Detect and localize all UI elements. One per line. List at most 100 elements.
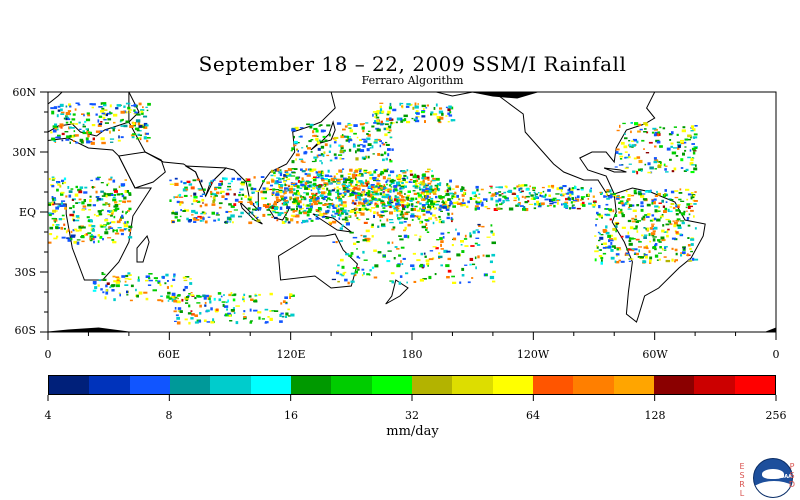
rain-speck — [327, 193, 332, 196]
rain-speck — [304, 173, 308, 176]
rain-speck — [298, 211, 303, 215]
rain-speck — [312, 178, 317, 182]
rain-speck — [686, 217, 689, 221]
rain-speck — [284, 301, 288, 304]
rain-speck — [444, 190, 447, 193]
rain-speck — [675, 205, 678, 208]
rain-speck — [310, 139, 314, 141]
rain-speck — [430, 200, 433, 204]
rain-speck — [587, 193, 590, 197]
rain-speck — [388, 184, 392, 187]
rain-speck — [664, 207, 668, 211]
rain-speck — [490, 231, 493, 234]
rain-speck — [220, 190, 225, 193]
rain-speck — [385, 143, 390, 146]
rain-speck — [173, 275, 176, 278]
rain-speck — [355, 177, 357, 181]
rain-speck — [656, 140, 661, 144]
rain-speck — [624, 156, 629, 159]
rain-speck — [389, 198, 393, 202]
rain-speck — [640, 208, 644, 212]
rain-speck — [290, 197, 293, 200]
rain-speck — [424, 191, 428, 193]
rain-speck — [333, 175, 336, 178]
rain-speck — [369, 200, 374, 202]
rain-speck — [173, 299, 178, 303]
rain-speck — [360, 234, 363, 237]
rain-speck — [649, 227, 653, 230]
rain-speck — [374, 116, 377, 118]
rain-speck — [690, 237, 694, 240]
rain-speck — [350, 181, 354, 184]
rain-speck — [403, 229, 406, 232]
rain-speck — [121, 214, 124, 218]
rain-speck — [136, 129, 140, 132]
rain-speck — [333, 153, 337, 156]
rain-speck — [152, 289, 157, 292]
rain-speck — [426, 227, 428, 229]
rain-speck — [331, 278, 336, 281]
rain-speck — [90, 179, 93, 182]
rain-speck — [415, 185, 418, 187]
rain-speck — [93, 240, 95, 244]
rain-speck — [624, 133, 626, 135]
rain-speck — [349, 168, 353, 172]
rain-speck — [649, 256, 653, 260]
rain-speck — [694, 191, 697, 193]
rain-speck — [458, 198, 461, 201]
rain-speck — [396, 178, 401, 180]
rain-speck — [651, 201, 654, 205]
colorbar-swatch-12 — [532, 376, 574, 394]
rain-speck — [289, 187, 294, 191]
rain-speck — [208, 297, 211, 301]
rain-speck — [406, 202, 409, 205]
rain-speck — [653, 128, 658, 131]
rain-speck — [350, 185, 355, 188]
rain-speck — [114, 190, 118, 193]
rain-speck — [72, 229, 75, 232]
rain-speck — [362, 207, 367, 210]
rain-speck — [684, 149, 687, 152]
rain-speck — [351, 173, 356, 177]
rain-speck — [430, 113, 433, 116]
rain-speck — [347, 176, 351, 179]
rain-speck — [217, 218, 220, 221]
rain-speck — [625, 235, 630, 239]
rain-speck — [436, 239, 440, 241]
rain-speck — [380, 120, 383, 124]
rain-speck — [121, 275, 126, 278]
rain-speck — [518, 188, 521, 192]
rain-speck — [173, 295, 176, 298]
rain-speck — [646, 203, 651, 207]
rain-speck — [677, 145, 681, 148]
rain-speck — [102, 224, 106, 227]
rain-speck — [405, 272, 409, 275]
rain-speck — [619, 155, 624, 158]
rain-speck — [167, 300, 170, 302]
rain-speck — [123, 105, 126, 108]
rain-speck — [137, 133, 141, 136]
rain-speck — [321, 216, 326, 218]
rain-speck — [366, 218, 370, 220]
rain-speck — [233, 312, 236, 314]
lat-label-30s: 30S — [14, 266, 36, 279]
rain-speck — [69, 213, 74, 217]
rain-speck — [184, 296, 189, 300]
rain-speck — [316, 173, 321, 177]
rain-speck — [371, 223, 374, 227]
rain-speck — [179, 215, 182, 218]
rain-speck — [319, 160, 322, 162]
rain-speck — [128, 109, 133, 111]
rain-speck — [109, 104, 112, 108]
rain-speck — [242, 313, 245, 315]
rain-speck — [594, 258, 597, 262]
rain-speck — [373, 276, 378, 279]
rain-speck — [676, 218, 681, 221]
rain-speck — [434, 187, 438, 191]
rain-speck — [666, 230, 669, 234]
rain-speck — [238, 191, 241, 194]
rain-speck — [399, 187, 404, 190]
rain-speck — [672, 207, 676, 210]
rain-speck — [336, 122, 342, 125]
rain-speck — [280, 195, 285, 197]
